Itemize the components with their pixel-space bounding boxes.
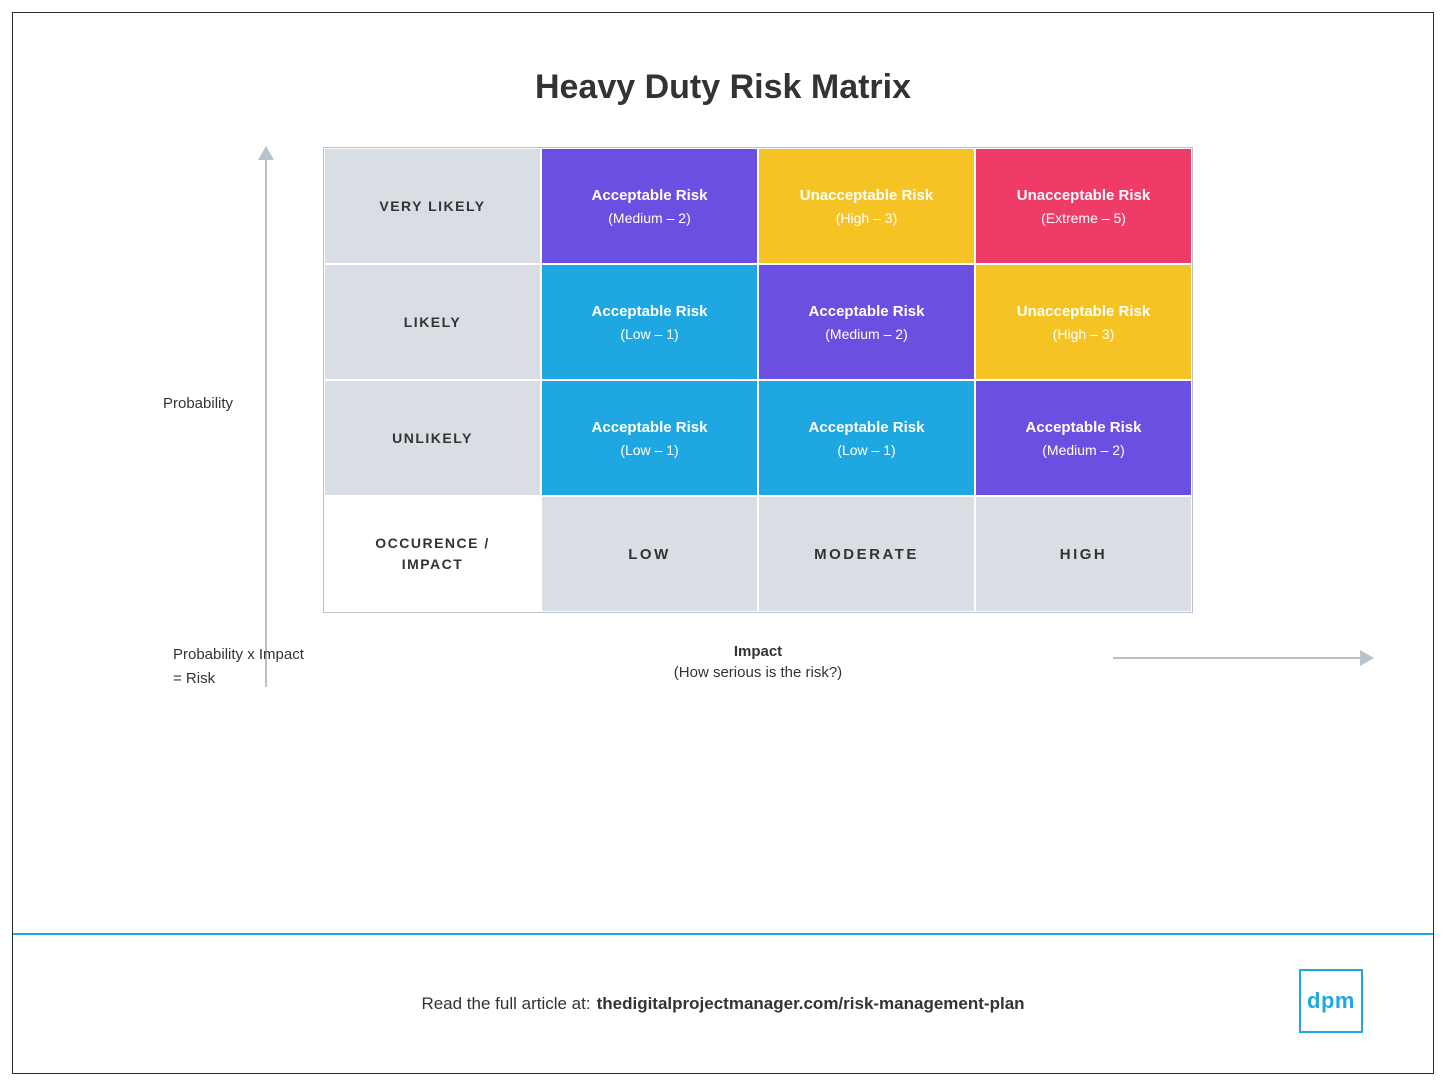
y-axis-arrow-icon [265,147,267,687]
page-title: Heavy Duty Risk Matrix [13,68,1433,107]
x-axis-title: Impact [403,643,1113,660]
risk-cell: Acceptable Risk (Low – 1) [758,380,975,496]
risk-cell-title: Acceptable Risk [809,303,925,320]
risk-cell-title: Acceptable Risk [592,303,708,320]
row-header: LIKELY [324,264,541,380]
risk-cell: Unacceptable Risk (Extreme – 5) [975,148,1192,264]
row-header: VERY LIKELY [324,148,541,264]
risk-cell-title: Unacceptable Risk [1017,303,1150,320]
risk-cell: Unacceptable Risk (High – 3) [975,264,1192,380]
risk-cell-sub: (Medium – 2) [1042,442,1124,458]
corner-header: OCCURENCE /IMPACT [324,496,541,612]
matrix-row: UNLIKELYAcceptable Risk(Low – 1)Acceptab… [324,380,1192,496]
brand-logo: dpm [1299,969,1363,1033]
risk-cell-title: Unacceptable Risk [1017,187,1150,204]
chart-area: Probability VERY LIKELY Acceptable Risk (M… [13,147,1433,691]
matrix-header-row: OCCURENCE /IMPACTLOWMODERATEHIGH [324,496,1192,612]
x-axis-subtitle: (How serious is the risk?) [403,664,1113,681]
risk-cell-sub: (High – 3) [836,210,897,226]
risk-cell-sub: (Medium – 2) [608,210,690,226]
risk-cell: Acceptable Risk (Medium – 2) [758,264,975,380]
logo-text: dpm [1307,988,1355,1014]
risk-cell: Acceptable Risk (Low – 1) [541,380,758,496]
risk-cell: Acceptable Risk (Low – 1) [541,264,758,380]
risk-cell-title: Acceptable Risk [592,419,708,436]
matrix-row: LIKELYAcceptable Risk(Low – 1)Acceptable… [324,264,1192,380]
formula-line1: Probability x Impact [173,643,403,667]
footer: Read the full article at: thedigitalproj… [13,935,1433,1073]
col-header: HIGH [975,496,1192,612]
document-frame: Heavy Duty Risk Matrix Probability VERY … [12,12,1434,1074]
formula-line2: = Risk [173,667,403,691]
x-axis-arrow-wrap [1113,643,1373,659]
corner-line2: IMPACT [402,554,464,575]
x-axis-label: Impact (How serious is the risk?) [403,643,1113,681]
risk-cell-sub: (Low – 1) [620,326,678,342]
footer-url: thedigitalprojectmanager.com/risk-manage… [597,994,1025,1014]
y-axis-label: Probability [163,395,233,412]
corner-line1: OCCURENCE / [375,533,490,554]
risk-cell: Acceptable Risk (Medium – 2) [541,148,758,264]
risk-cell-sub: (High – 3) [1053,326,1114,342]
risk-cell-title: Acceptable Risk [1026,419,1142,436]
row-header: UNLIKELY [324,380,541,496]
risk-cell-title: Acceptable Risk [809,419,925,436]
risk-cell-sub: (Medium – 2) [825,326,907,342]
risk-cell-sub: (Low – 1) [620,442,678,458]
col-header: LOW [541,496,758,612]
risk-cell-title: Unacceptable Risk [800,187,933,204]
risk-cell-sub: (Low – 1) [837,442,895,458]
matrix-row: VERY LIKELY Acceptable Risk (Medium – 2) Un… [324,148,1192,264]
bottom-annotations: Probability x Impact = Risk Impact (How … [173,643,1373,691]
x-axis-arrow-icon [1113,657,1373,659]
footer-prefix: Read the full article at: [421,994,590,1014]
col-header: MODERATE [758,496,975,612]
risk-cell: Unacceptable Risk (High – 3) [758,148,975,264]
risk-cell-sub: (Extreme – 5) [1041,210,1126,226]
formula-text: Probability x Impact = Risk [173,643,403,691]
risk-cell: Acceptable Risk (Medium – 2) [975,380,1192,496]
risk-matrix: VERY LIKELY Acceptable Risk (Medium – 2) Un… [323,147,1193,613]
risk-cell-title: Acceptable Risk [592,187,708,204]
